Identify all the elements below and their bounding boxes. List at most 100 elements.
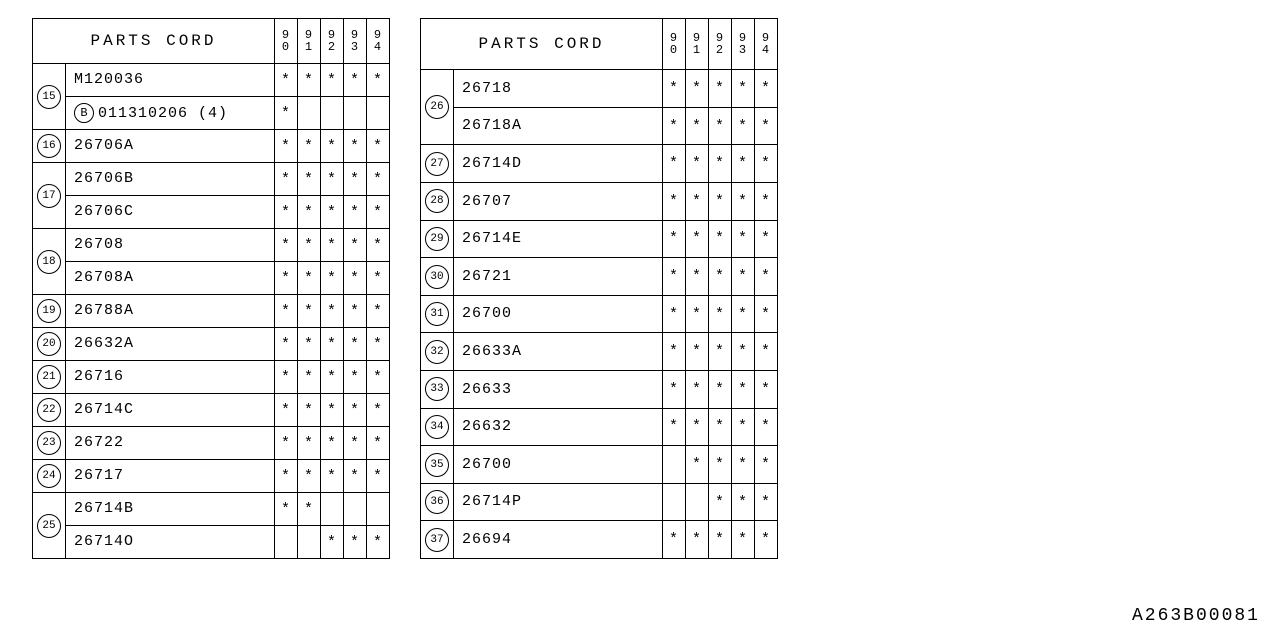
- part-cell: 26633: [454, 371, 663, 409]
- year-cell: *: [663, 408, 686, 446]
- part-number: 26706C: [74, 203, 134, 220]
- year-cell: *: [275, 361, 298, 394]
- part-number: 26714E: [462, 230, 522, 247]
- part-number: 26714O: [74, 533, 134, 550]
- year-cell: *: [732, 220, 755, 258]
- year-cell: *: [732, 107, 755, 145]
- part-number: 26716: [74, 368, 124, 385]
- year-cell: *: [755, 446, 778, 484]
- year-cell: *: [755, 408, 778, 446]
- part-cell: 26708: [66, 229, 275, 262]
- table-row: 26708A*****: [33, 262, 390, 295]
- row-index: 21: [33, 361, 66, 394]
- row-index: 33: [421, 371, 454, 409]
- year-cell: *: [275, 394, 298, 427]
- year-header: 90: [663, 19, 686, 70]
- row-index: 28: [421, 183, 454, 221]
- part-number: 26714B: [74, 500, 134, 517]
- year-cell: *: [732, 70, 755, 108]
- row-index: 22: [33, 394, 66, 427]
- index-badge: 29: [425, 227, 449, 251]
- part-number: 26722: [74, 434, 124, 451]
- index-badge: 25: [37, 514, 61, 538]
- year-cell: *: [321, 163, 344, 196]
- year-cell: *: [275, 97, 298, 130]
- year-header: 92: [321, 19, 344, 64]
- year-cell: [367, 97, 390, 130]
- year-header: 90: [275, 19, 298, 64]
- year-cell: *: [298, 130, 321, 163]
- year-cell: *: [321, 526, 344, 559]
- row-index: 23: [33, 427, 66, 460]
- year-cell: *: [298, 427, 321, 460]
- part-cell: 26718: [454, 70, 663, 108]
- year-cell: *: [686, 183, 709, 221]
- year-cell: *: [686, 107, 709, 145]
- year-cell: [344, 493, 367, 526]
- year-cell: *: [298, 64, 321, 97]
- b-badge: B: [74, 103, 94, 123]
- table-row: 3226633A*****: [421, 333, 778, 371]
- year-cell: *: [755, 295, 778, 333]
- row-index: 15: [33, 64, 66, 130]
- part-cell: 26714B: [66, 493, 275, 526]
- year-cell: [686, 483, 709, 521]
- row-index: 31: [421, 295, 454, 333]
- index-badge: 22: [37, 398, 61, 422]
- table-row: 26718A*****: [421, 107, 778, 145]
- year-cell: *: [275, 196, 298, 229]
- index-badge: 37: [425, 528, 449, 552]
- index-badge: 28: [425, 189, 449, 213]
- row-index: 25: [33, 493, 66, 559]
- part-cell: 26632A: [66, 328, 275, 361]
- row-index: 18: [33, 229, 66, 295]
- table-row: 3526700****: [421, 446, 778, 484]
- year-cell: *: [663, 70, 686, 108]
- row-index: 16: [33, 130, 66, 163]
- year-cell: *: [344, 394, 367, 427]
- year-cell: *: [344, 361, 367, 394]
- table-row: 2226714C*****: [33, 394, 390, 427]
- index-badge: 15: [37, 85, 61, 109]
- part-cell: 26633A: [454, 333, 663, 371]
- year-cell: *: [709, 70, 732, 108]
- year-cell: *: [344, 427, 367, 460]
- page: PARTS CORD909192939415M120036*****B01131…: [0, 0, 1280, 640]
- part-number: 26788A: [74, 302, 134, 319]
- part-number: 26718A: [462, 117, 522, 134]
- year-cell: *: [275, 295, 298, 328]
- year-cell: *: [275, 328, 298, 361]
- year-cell: *: [732, 145, 755, 183]
- year-cell: *: [344, 526, 367, 559]
- table-row: 1726706B*****: [33, 163, 390, 196]
- year-cell: *: [732, 483, 755, 521]
- part-cell: 26706C: [66, 196, 275, 229]
- part-cell: 26718A: [454, 107, 663, 145]
- year-cell: *: [367, 196, 390, 229]
- year-cell: *: [321, 130, 344, 163]
- part-cell: 26714P: [454, 483, 663, 521]
- table-row: 26706C*****: [33, 196, 390, 229]
- year-cell: *: [298, 328, 321, 361]
- year-cell: *: [344, 196, 367, 229]
- parts-header: PARTS CORD: [33, 19, 275, 64]
- table-row: 2726714D*****: [421, 145, 778, 183]
- table-row: 1826708*****: [33, 229, 390, 262]
- year-cell: [663, 446, 686, 484]
- year-cell: *: [298, 361, 321, 394]
- table-row: 3426632*****: [421, 408, 778, 446]
- year-cell: *: [367, 163, 390, 196]
- table-row: 2126716*****: [33, 361, 390, 394]
- year-cell: *: [344, 64, 367, 97]
- year-cell: *: [367, 328, 390, 361]
- part-number: 26632A: [74, 335, 134, 352]
- year-cell: [275, 526, 298, 559]
- year-cell: *: [709, 333, 732, 371]
- row-index: 17: [33, 163, 66, 229]
- index-badge: 19: [37, 299, 61, 323]
- year-cell: *: [321, 262, 344, 295]
- year-cell: *: [709, 446, 732, 484]
- part-cell: B011310206 (4): [66, 97, 275, 130]
- index-badge: 24: [37, 464, 61, 488]
- part-number: 26714C: [74, 401, 134, 418]
